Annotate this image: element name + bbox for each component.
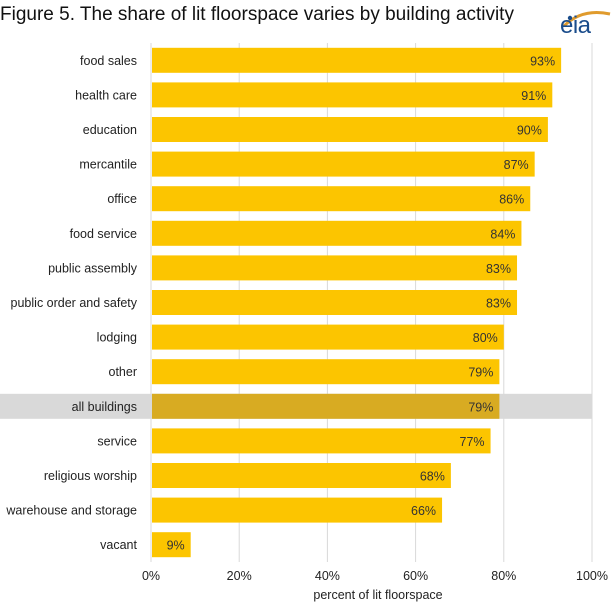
bars bbox=[152, 47, 562, 558]
bar bbox=[152, 117, 548, 142]
x-tick-label: 60% bbox=[403, 569, 428, 583]
value-label: 66% bbox=[411, 504, 436, 518]
value-label: 68% bbox=[420, 470, 445, 484]
value-label: 93% bbox=[530, 54, 555, 68]
eia-logo-mark bbox=[562, 11, 611, 28]
category-label: mercantile bbox=[79, 158, 137, 172]
category-label: office bbox=[107, 192, 137, 206]
logo-text: eia bbox=[560, 12, 591, 39]
value-label: 90% bbox=[517, 124, 542, 138]
category-label: religious worship bbox=[44, 469, 137, 483]
value-label: 79% bbox=[468, 400, 493, 414]
value-label: 87% bbox=[504, 158, 529, 172]
category-labels: food sales health care education mercantile… bbox=[5, 54, 137, 552]
value-label: 77% bbox=[460, 435, 485, 449]
x-tick-labels: 0% 20% 40% 60% 80% 100% bbox=[142, 569, 608, 583]
value-label: 80% bbox=[473, 331, 498, 345]
category-label: all buildings bbox=[72, 400, 137, 414]
chart-title: Figure 5. The share of lit floorspace va… bbox=[0, 4, 514, 25]
x-tick-label: 80% bbox=[491, 569, 516, 583]
value-label: 91% bbox=[521, 89, 546, 103]
value-label: 9% bbox=[167, 539, 185, 553]
category-label: food service bbox=[70, 227, 137, 241]
category-label: service bbox=[97, 434, 137, 448]
category-label: food sales bbox=[80, 54, 137, 68]
x-tick-label: 40% bbox=[315, 569, 340, 583]
bar bbox=[152, 393, 500, 419]
value-label: 83% bbox=[486, 262, 511, 276]
bar bbox=[152, 463, 451, 488]
bar bbox=[152, 497, 443, 523]
category-label: lodging bbox=[97, 331, 137, 345]
bar bbox=[152, 255, 518, 281]
bar bbox=[152, 220, 522, 246]
category-label: vacant bbox=[100, 538, 137, 552]
value-label: 79% bbox=[468, 366, 493, 380]
bar bbox=[152, 186, 531, 212]
category-label: health care bbox=[75, 88, 137, 102]
x-axis-label: percent of lit floorspace bbox=[313, 588, 443, 602]
bar bbox=[152, 290, 518, 315]
bar bbox=[152, 532, 191, 558]
category-label: public order and safety bbox=[11, 296, 138, 310]
x-tick-label: 100% bbox=[576, 569, 608, 583]
bar bbox=[152, 151, 535, 177]
bar bbox=[152, 47, 562, 73]
category-label: public assembly bbox=[48, 261, 138, 275]
value-label: 86% bbox=[499, 193, 524, 207]
value-label: 84% bbox=[490, 227, 515, 241]
value-labels: 93% 91% 90% 87% 86% 84% 83% 83% 80% 79% 79% 77% 68% 6… bbox=[167, 54, 556, 552]
value-label: 83% bbox=[486, 297, 511, 311]
category-label: education bbox=[83, 123, 137, 137]
bar bbox=[152, 324, 504, 350]
bar bbox=[152, 428, 491, 454]
category-label: warehouse and storage bbox=[5, 504, 137, 518]
category-label: other bbox=[109, 365, 138, 379]
x-tick-label: 0% bbox=[142, 569, 160, 583]
bar bbox=[152, 82, 553, 108]
eia-logo-icon: eia bbox=[560, 4, 614, 42]
bar bbox=[152, 359, 500, 385]
x-tick-label: 20% bbox=[227, 569, 252, 583]
